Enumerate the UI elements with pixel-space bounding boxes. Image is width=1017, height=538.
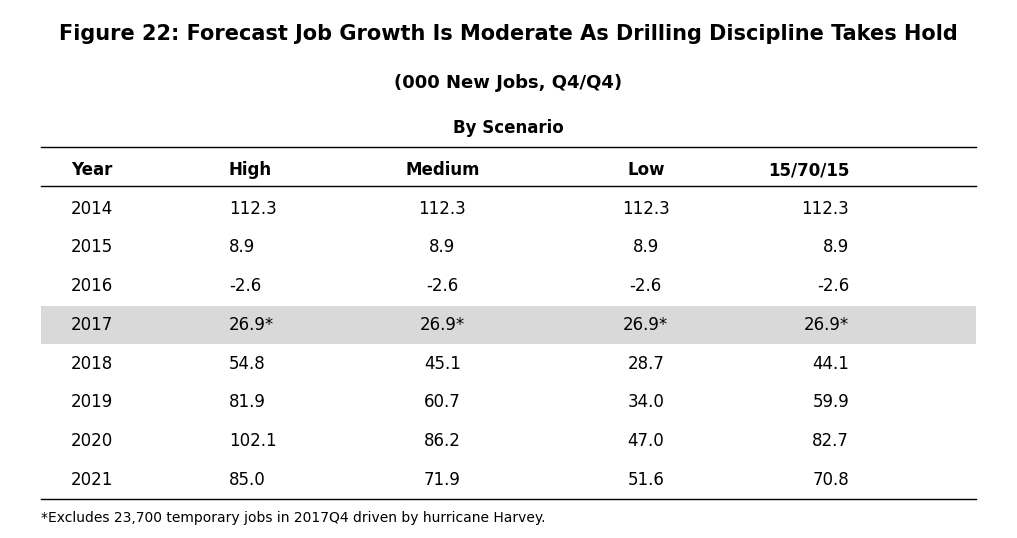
Text: -2.6: -2.6 <box>630 277 662 295</box>
Text: 86.2: 86.2 <box>424 432 461 450</box>
Text: 26.9*: 26.9* <box>623 316 668 334</box>
Text: High: High <box>229 161 272 179</box>
Text: 2015: 2015 <box>71 238 114 257</box>
Text: *Excludes 23,700 temporary jobs in 2017Q4 driven by hurricane Harvey.: *Excludes 23,700 temporary jobs in 2017Q… <box>41 511 545 525</box>
Text: 102.1: 102.1 <box>229 432 277 450</box>
Text: 26.9*: 26.9* <box>229 316 274 334</box>
Text: 2020: 2020 <box>71 432 114 450</box>
Text: 112.3: 112.3 <box>419 200 466 218</box>
Text: 59.9: 59.9 <box>813 393 849 412</box>
Text: 60.7: 60.7 <box>424 393 461 412</box>
Text: 8.9: 8.9 <box>633 238 659 257</box>
Text: 51.6: 51.6 <box>627 471 664 489</box>
Text: 26.9*: 26.9* <box>804 316 849 334</box>
Text: -2.6: -2.6 <box>817 277 849 295</box>
Text: 2014: 2014 <box>71 200 114 218</box>
Text: 28.7: 28.7 <box>627 355 664 373</box>
Text: 8.9: 8.9 <box>429 238 456 257</box>
Text: (000 New Jobs, Q4/Q4): (000 New Jobs, Q4/Q4) <box>395 74 622 92</box>
Text: 112.3: 112.3 <box>229 200 277 218</box>
Text: 8.9: 8.9 <box>229 238 255 257</box>
Text: Medium: Medium <box>405 161 480 179</box>
Text: Low: Low <box>627 161 664 179</box>
Text: Year: Year <box>71 161 113 179</box>
Text: 2018: 2018 <box>71 355 114 373</box>
Text: 34.0: 34.0 <box>627 393 664 412</box>
Text: 54.8: 54.8 <box>229 355 265 373</box>
Text: -2.6: -2.6 <box>229 277 261 295</box>
Text: By Scenario: By Scenario <box>454 119 563 137</box>
Text: 70.8: 70.8 <box>813 471 849 489</box>
Text: 47.0: 47.0 <box>627 432 664 450</box>
Text: 15/70/15: 15/70/15 <box>768 161 849 179</box>
Text: 2017: 2017 <box>71 316 114 334</box>
Text: 2021: 2021 <box>71 471 114 489</box>
Text: 71.9: 71.9 <box>424 471 461 489</box>
Text: 82.7: 82.7 <box>813 432 849 450</box>
Text: 112.3: 112.3 <box>622 200 669 218</box>
Text: 85.0: 85.0 <box>229 471 265 489</box>
Text: 26.9*: 26.9* <box>420 316 465 334</box>
Text: 81.9: 81.9 <box>229 393 265 412</box>
Text: Figure 22: Forecast Job Growth Is Moderate As Drilling Discipline Takes Hold: Figure 22: Forecast Job Growth Is Modera… <box>59 24 958 44</box>
Text: 2019: 2019 <box>71 393 114 412</box>
Text: 8.9: 8.9 <box>823 238 849 257</box>
Text: -2.6: -2.6 <box>426 277 459 295</box>
Text: 2016: 2016 <box>71 277 114 295</box>
Text: 44.1: 44.1 <box>813 355 849 373</box>
Text: 112.3: 112.3 <box>801 200 849 218</box>
Text: 45.1: 45.1 <box>424 355 461 373</box>
